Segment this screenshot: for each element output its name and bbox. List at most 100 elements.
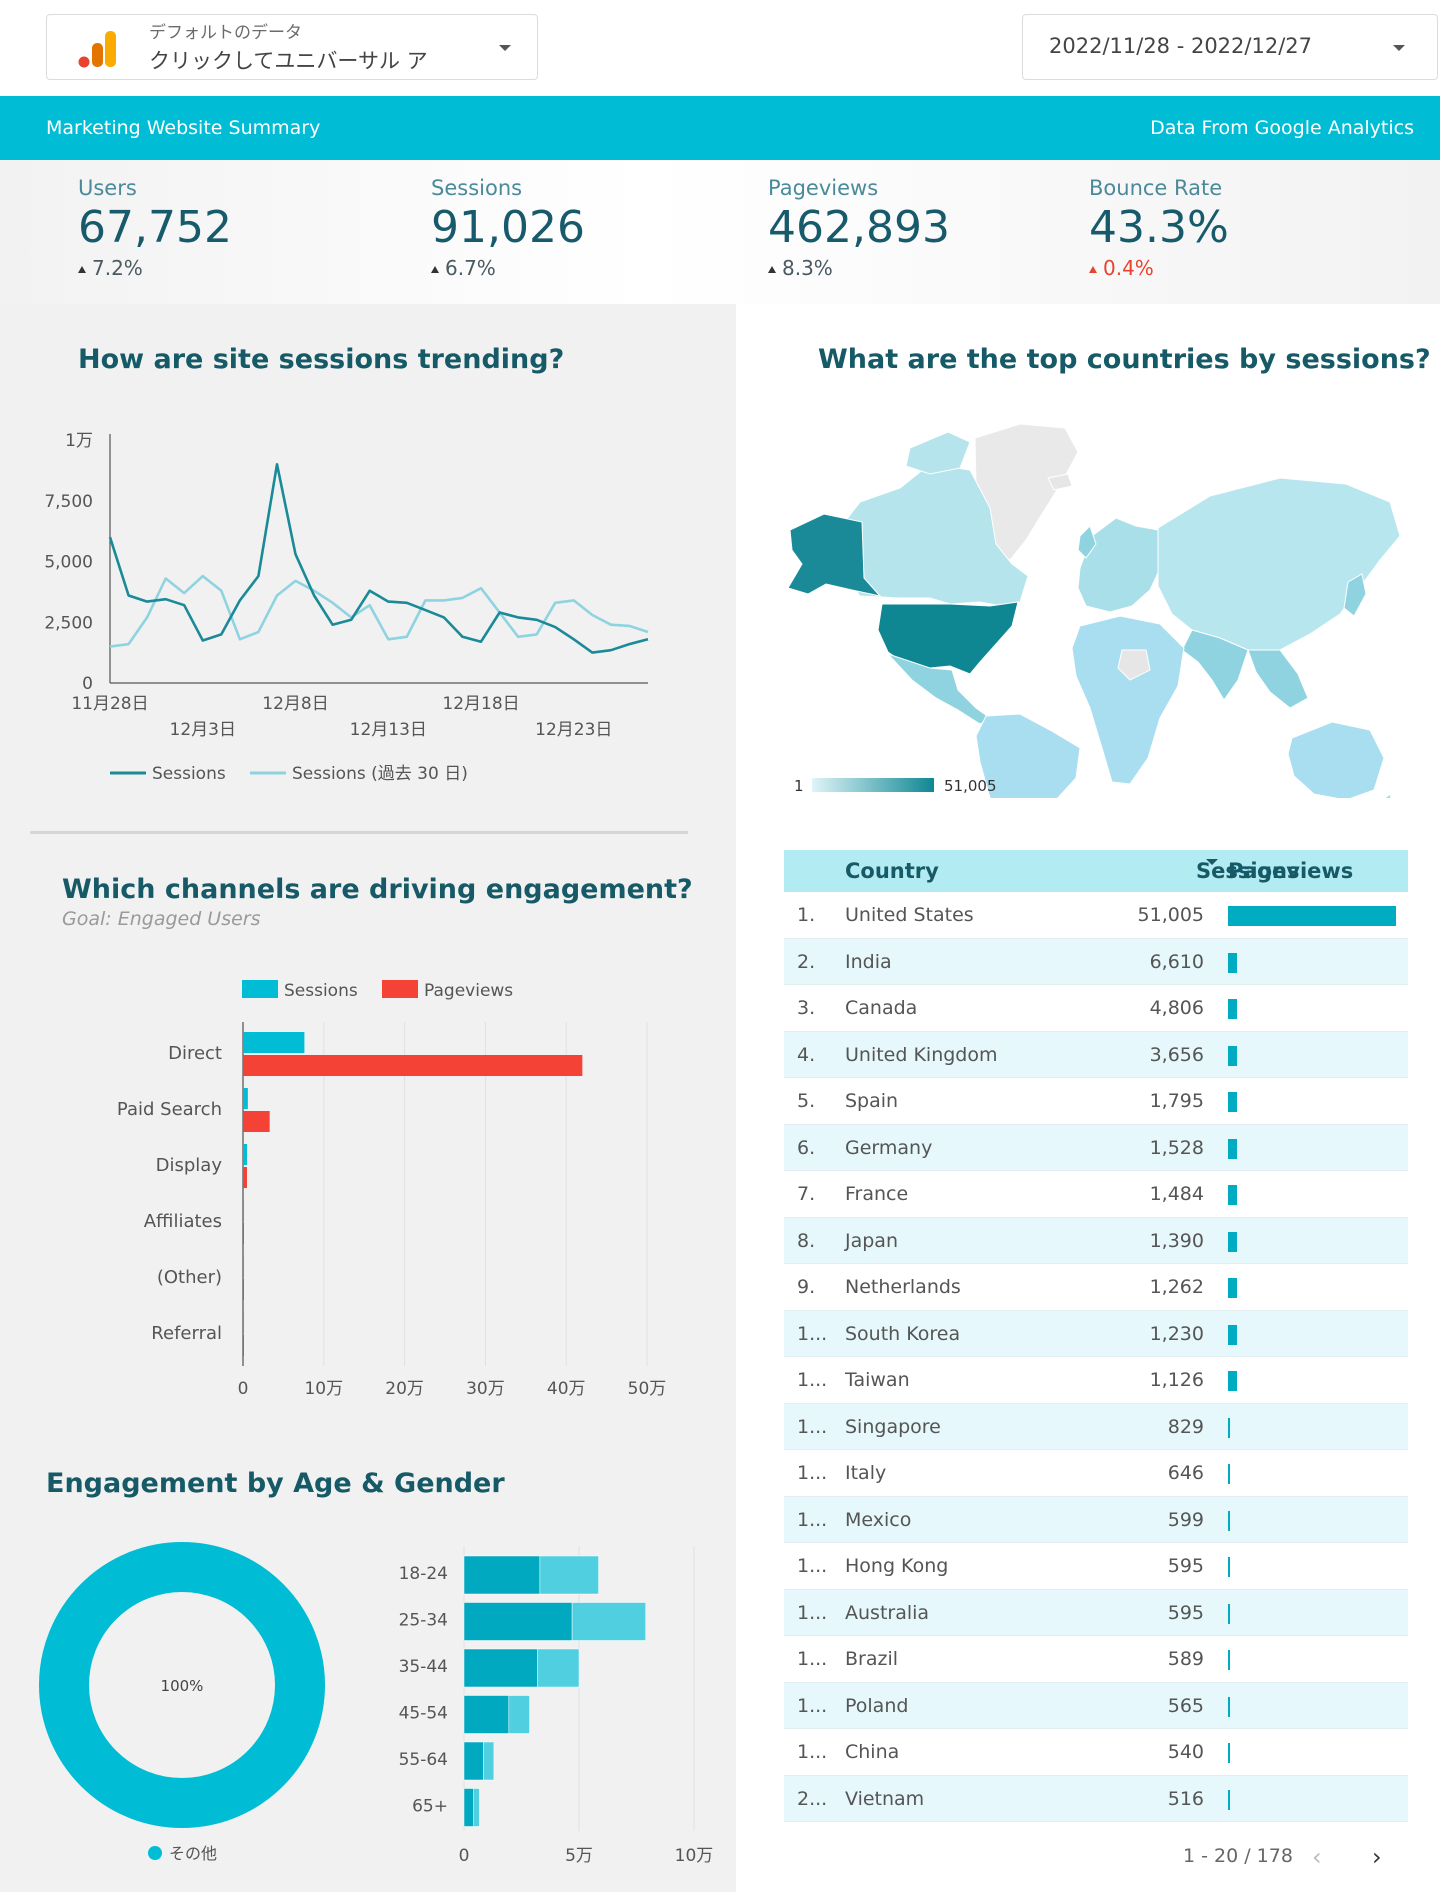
row-rank: 1... [797, 1694, 828, 1717]
previous-page-button[interactable]: ‹ [1312, 1843, 1322, 1871]
map-iceland[interactable] [1047, 473, 1073, 491]
table-row[interactable]: 1... Italy 646 [784, 1450, 1408, 1497]
data-source-selector[interactable]: デフォルトのデータ クリックしてユニバーサル ア [46, 14, 538, 80]
table-row[interactable]: 2... Vietnam 516 [784, 1775, 1408, 1822]
table-row[interactable]: 1... Mexico 599 [784, 1496, 1408, 1543]
column-header-pageviews[interactable]: Pageviews [1228, 859, 1354, 883]
category-label: 55-64 [399, 1750, 448, 1770]
row-country: Germany [845, 1136, 933, 1159]
gender-donut-chart[interactable]: 100% その他 [30, 1530, 340, 1870]
y-tick-label: 0 [82, 674, 93, 694]
map-australia[interactable] [1287, 721, 1385, 798]
map-southeast-asia[interactable] [1247, 649, 1309, 709]
kpi-value: 91,026 [431, 202, 585, 253]
bar-sessions [243, 1032, 305, 1053]
row-country: Italy [845, 1462, 887, 1484]
row-country: Brazil [845, 1648, 899, 1670]
legend-label: Pageviews [424, 981, 513, 1001]
table-row[interactable]: 6. Germany 1,528 [784, 1124, 1408, 1171]
table-row[interactable]: 1... Taiwan 1,126 [784, 1357, 1408, 1404]
arrow-up-icon [768, 266, 776, 273]
bar-pageviews [243, 1167, 247, 1188]
kpi-label: Sessions [431, 176, 523, 200]
row-pageviews-bar [1228, 1371, 1237, 1391]
row-sessions: 599 [1167, 1508, 1204, 1531]
sessions-trend-chart[interactable]: 0 2,500 5,000 7,500 1万 11月28日 12月3日 12月8日 12月13日… [0, 420, 736, 800]
row-rank: 3. [797, 997, 816, 1019]
row-pageviews-bar [1228, 1510, 1230, 1531]
x-tick-label: 5万 [565, 1846, 593, 1866]
pagination-status: 1 - 20 / 178 [1183, 1845, 1293, 1867]
map-africa-gray[interactable] [1117, 649, 1151, 681]
row-sessions: 51,005 [1137, 904, 1204, 926]
map-new-zealand[interactable] [1380, 793, 1394, 798]
y-tick-label: 5,000 [44, 553, 93, 573]
row-country: India [845, 950, 892, 973]
map-africa[interactable] [1071, 615, 1185, 785]
map-arctic-islands[interactable] [905, 431, 971, 475]
row-sessions: 1,795 [1149, 1090, 1204, 1112]
x-tick-label: 12月3日 [170, 720, 236, 740]
row-country: China [845, 1741, 900, 1763]
row-country: Spain [845, 1090, 899, 1112]
table-row[interactable]: 1. United States 51,005 [784, 892, 1408, 939]
map-russia-asia[interactable] [1157, 477, 1401, 651]
data-source-name: クリックしてユニバーサル ア [149, 49, 428, 73]
row-rank: 2... [797, 1787, 828, 1810]
world-map[interactable]: 1 51,005 [780, 418, 1410, 798]
table-body: 1. United States 51,005 2. India 6,610 3. Canad… [784, 892, 1408, 1822]
column-header-country[interactable]: Country [845, 859, 939, 883]
table-row[interactable]: 4. United Kingdom 3,656 [784, 1031, 1408, 1078]
row-rank: 1... [797, 1741, 828, 1763]
table-row[interactable]: 1... South Korea 1,230 [784, 1310, 1408, 1357]
row-pageviews-bar [1228, 1696, 1230, 1717]
map-south-america[interactable] [975, 713, 1081, 798]
row-country: Taiwan [845, 1369, 910, 1391]
y-tick-label: 2,500 [44, 613, 93, 633]
category-label: Direct [168, 1043, 222, 1064]
x-tick-label: 50万 [628, 1379, 667, 1399]
table-row[interactable]: 7. France 1,484 [784, 1171, 1408, 1218]
row-sessions: 565 [1167, 1694, 1204, 1717]
table-row[interactable]: 9. Netherlands 1,262 [784, 1264, 1408, 1311]
table-row[interactable]: 1... China 540 [784, 1729, 1408, 1776]
map-india[interactable] [1181, 629, 1249, 701]
next-page-button[interactable]: › [1372, 1843, 1382, 1871]
map-alaska[interactable] [787, 513, 882, 597]
map-united-states[interactable] [877, 601, 1019, 675]
map-japan[interactable] [1343, 573, 1367, 617]
x-tick-label: 12月18日 [442, 694, 519, 714]
table-row[interactable]: 1... Singapore 829 [784, 1403, 1408, 1450]
table-row[interactable]: 3. Canada 4,806 [784, 985, 1408, 1032]
table-row[interactable]: 1... Hong Kong 595 [784, 1543, 1408, 1590]
date-range-selector[interactable]: 2022/11/28 - 2022/12/27 [1022, 14, 1438, 80]
table-row[interactable]: 1... Australia 595 [784, 1589, 1408, 1636]
table-row[interactable]: 1... Poland 565 [784, 1682, 1408, 1729]
series-line-sessions [108, 462, 649, 654]
row-rank: 1... [797, 1508, 828, 1531]
row-pageviews-bar [1228, 1278, 1237, 1298]
channels-bar-chart[interactable]: Sessions Pageviews 0 10万 20万 30万 40万 50万 Direct P… [0, 960, 736, 1400]
row-sessions: 829 [1167, 1415, 1204, 1438]
section-subtitle-goal: Goal: Engaged Users [62, 908, 261, 930]
map-united-kingdom[interactable] [1077, 525, 1097, 559]
report-header-band: Marketing Website Summary Data From Goog… [0, 96, 1440, 160]
row-sessions: 595 [1167, 1601, 1204, 1624]
row-rank: 6. [797, 1136, 816, 1159]
row-pageviews-bar [1228, 1557, 1230, 1577]
age-bar-chart[interactable]: 0 5万 10万 18-24 25-34 35-44 45-54 55-64 65+ [360, 1530, 736, 1870]
row-pageviews-bar [1228, 952, 1237, 973]
table-row[interactable]: 8. Japan 1,390 [784, 1217, 1408, 1264]
table-header: Country Sessions Pageviews [784, 850, 1408, 892]
category-label: (Other) [157, 1267, 222, 1288]
arrow-up-icon [431, 266, 439, 273]
table-row[interactable]: 1... Brazil 589 [784, 1636, 1408, 1683]
map-europe[interactable] [1077, 517, 1165, 613]
table-row[interactable]: 2. India 6,610 [784, 938, 1408, 985]
kpi-bounce-rate: Bounce Rate 43.3% 0.4% [1089, 160, 1389, 304]
google-analytics-logo-icon [78, 31, 116, 68]
bar-pageviews [243, 1335, 244, 1356]
table-row[interactable]: 5. Spain 1,795 [784, 1078, 1408, 1125]
section-title-channels: Which channels are driving engagement? [62, 874, 693, 905]
kpi-delta: 7.2% [78, 256, 143, 280]
